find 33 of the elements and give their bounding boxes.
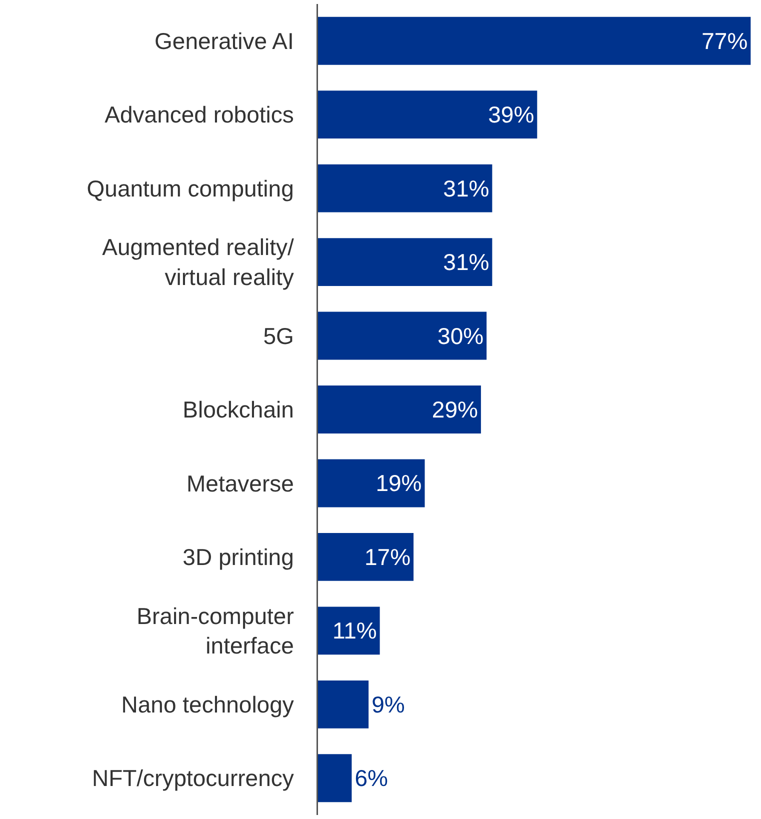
y-tick-label: 3D printing	[182, 544, 294, 570]
data-label: 39%	[488, 102, 534, 128]
data-label: 11%	[332, 618, 377, 644]
bar	[318, 680, 369, 728]
data-label: 17%	[364, 544, 411, 570]
data-label: 19%	[376, 470, 422, 496]
bar	[318, 386, 481, 434]
y-tick-label: Blockchain	[182, 396, 294, 423]
y-tick-label: 5G	[263, 322, 294, 349]
bar	[318, 238, 492, 286]
bar	[318, 754, 352, 802]
bar	[318, 16, 751, 65]
y-tick-label: NFT/cryptocurrency	[92, 765, 294, 792]
y-tick-label: Generative AI	[154, 28, 294, 54]
data-label: 30%	[438, 322, 484, 349]
bar	[318, 312, 487, 360]
data-label: 77%	[702, 28, 748, 54]
data-label: 29%	[432, 396, 478, 422]
bar	[318, 532, 414, 581]
data-label: 31%	[443, 249, 490, 276]
data-label: 31%	[443, 175, 490, 202]
y-tick-label: Advanced robotics	[104, 102, 294, 128]
y-tick-label: Metaverse	[186, 470, 294, 496]
data-label: 9%	[372, 691, 405, 718]
bar	[318, 164, 492, 212]
bar	[318, 459, 425, 508]
y-tick-label: Brain-computer interface	[136, 602, 294, 659]
y-tick-label: Nano technology	[121, 691, 294, 718]
data-label: 6%	[354, 765, 388, 792]
bar	[318, 606, 380, 655]
y-tick-label: Augmented reality/virtual reality	[102, 234, 294, 290]
bar	[318, 90, 538, 139]
y-tick-label: Quantum computing	[86, 175, 294, 202]
